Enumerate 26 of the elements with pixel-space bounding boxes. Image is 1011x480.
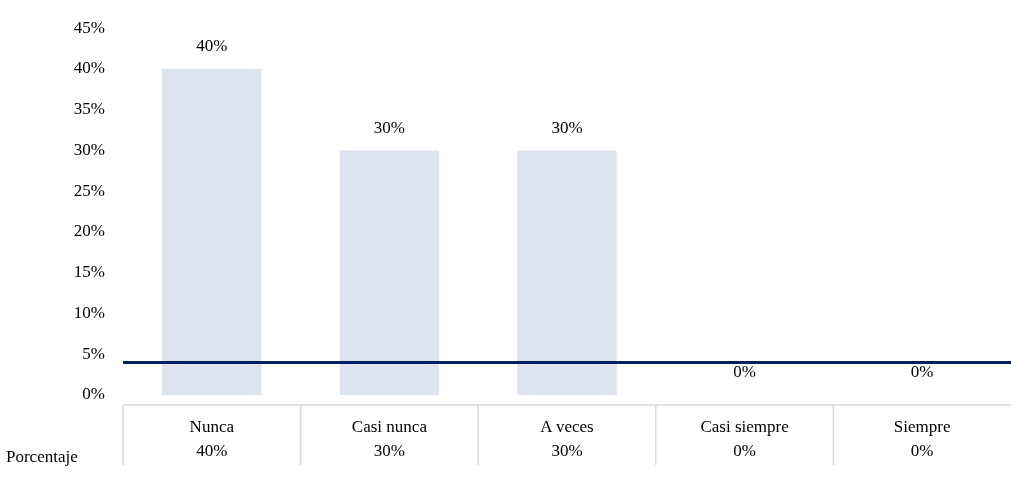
text: 40%	[196, 440, 228, 460]
y-tick-label: 35%	[73, 99, 105, 119]
text: 0%	[910, 440, 934, 460]
text: 30%	[551, 117, 583, 137]
text: 0%	[733, 362, 756, 382]
text: 0%	[910, 362, 934, 382]
text: 30%	[551, 440, 583, 460]
text: 0%	[733, 440, 756, 460]
y-tick-label: 15%	[73, 262, 105, 282]
y-tick-label: 40%	[73, 58, 105, 78]
x-tick-label: Nunca	[189, 416, 235, 436]
text: 30%	[373, 117, 405, 137]
text: 40%	[196, 36, 228, 56]
y-tick-label: 30%	[73, 139, 105, 159]
x-tick-label: Casi siempre	[700, 416, 789, 436]
y-tick-label: 45%	[73, 17, 105, 37]
x-tick-label: Siempre	[893, 416, 951, 436]
x-tick-label: Casi nunca	[351, 416, 428, 436]
text: Porcentaje	[6, 446, 78, 466]
y-tick-label: 10%	[73, 302, 105, 322]
y-tick-label: 25%	[73, 180, 105, 200]
y-tick-label: 5%	[82, 343, 105, 363]
y-tick-label: 20%	[73, 221, 105, 241]
x-tick-label: A veces	[540, 416, 594, 436]
y-tick-label: 0%	[82, 384, 105, 404]
text: 30%	[373, 440, 405, 460]
